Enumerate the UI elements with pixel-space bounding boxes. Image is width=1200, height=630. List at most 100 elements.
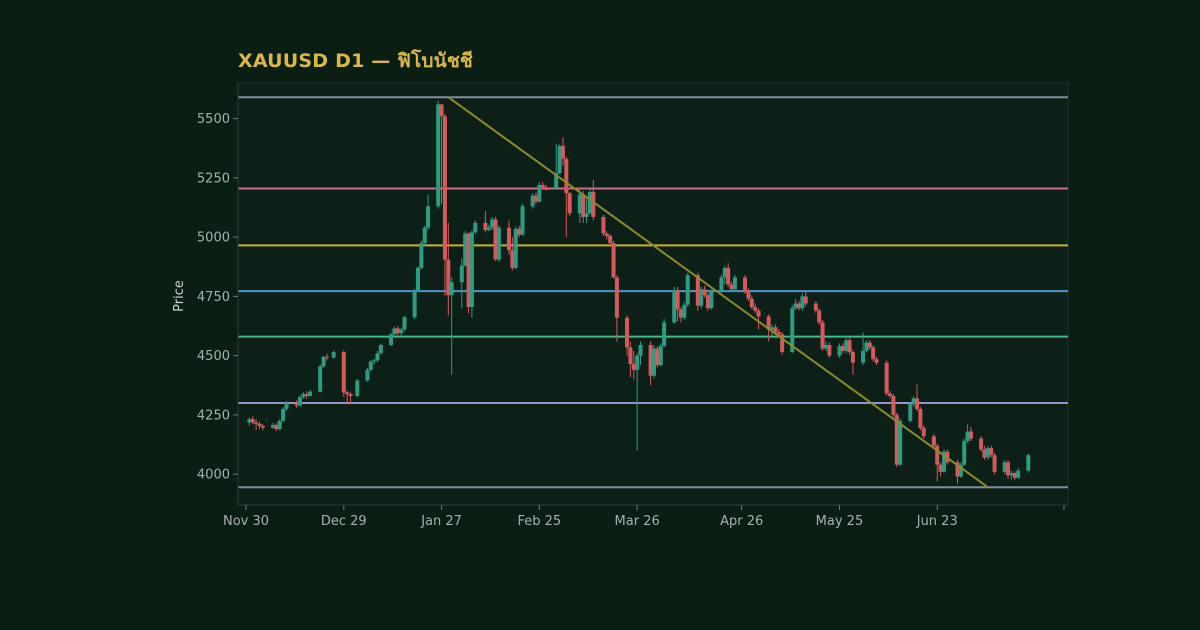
candle-body (628, 347, 633, 364)
candle-body (584, 213, 589, 217)
candle-body (938, 464, 943, 472)
chart-title: XAUUSD D1 — ฟิโบนัชชี (238, 50, 474, 72)
candle-body (567, 193, 572, 214)
candle (662, 318, 667, 348)
candle-body (894, 414, 899, 465)
candle-body (743, 277, 748, 292)
candle (459, 258, 464, 309)
candle (247, 417, 252, 426)
candle-body (415, 267, 420, 291)
candle (294, 400, 299, 408)
candle-body (274, 424, 279, 430)
candle-body (941, 451, 946, 472)
candle-body (648, 344, 653, 376)
candle (638, 341, 643, 366)
x-tick-label: Jan 27 (420, 514, 462, 529)
candle-body (254, 422, 259, 424)
candle-body (375, 353, 380, 361)
candle-body (554, 173, 559, 189)
candle (884, 360, 889, 396)
candle (915, 384, 920, 412)
candle (604, 231, 609, 240)
candle (722, 265, 727, 285)
candle (705, 292, 710, 311)
candle (540, 182, 545, 190)
candle-body (847, 340, 852, 353)
candle (793, 298, 798, 311)
candle-body (979, 438, 984, 450)
candle (635, 353, 640, 451)
candle (533, 192, 538, 204)
candle-body (368, 361, 373, 370)
candle-body (341, 352, 346, 393)
candle-body (294, 402, 299, 406)
candle-body (608, 235, 613, 244)
candle-body (631, 363, 636, 370)
x-tick-label: Nov 30 (223, 514, 269, 529)
y-tick-label: 4000 (197, 468, 230, 483)
candle (756, 308, 761, 330)
candle (442, 113, 447, 297)
candle (746, 288, 751, 302)
candle-body (281, 408, 286, 421)
candle (483, 211, 488, 233)
candle-body (601, 216, 606, 234)
candle (473, 220, 478, 235)
candle-body (581, 194, 586, 217)
candle (675, 286, 680, 322)
candle (520, 203, 525, 236)
candle (800, 293, 805, 311)
candle (652, 344, 656, 379)
candle-body (884, 362, 889, 394)
candle (469, 229, 474, 318)
x-tick-label: Mar 26 (615, 514, 660, 529)
candle (682, 302, 687, 321)
candle-body (442, 116, 447, 260)
candle-body (469, 232, 474, 308)
candle (672, 286, 677, 324)
candle-body (908, 404, 913, 421)
candle-body (348, 394, 353, 396)
candle (392, 326, 397, 337)
candle (1002, 459, 1007, 475)
candle (277, 419, 282, 431)
candle (493, 216, 498, 261)
candle (564, 156, 569, 238)
candle-body (284, 402, 289, 409)
candle (507, 220, 512, 255)
candles (247, 100, 1031, 484)
candle (318, 364, 323, 393)
candle (530, 193, 535, 209)
candle (844, 337, 849, 354)
candle-body (308, 391, 313, 396)
candle-body (530, 195, 535, 207)
candle (1006, 459, 1011, 479)
candle-body (277, 420, 282, 430)
candle-body (439, 104, 444, 117)
candle (466, 232, 471, 313)
candle (1012, 471, 1017, 481)
candle-body (321, 356, 326, 367)
candle-body (517, 228, 522, 235)
candle (992, 452, 997, 475)
candle (931, 433, 936, 449)
candle-body (813, 303, 818, 311)
candle (732, 274, 737, 292)
candle-body (796, 303, 801, 309)
candle-body (982, 449, 987, 458)
candle-body (823, 344, 828, 349)
candle (577, 189, 582, 223)
candle-body (355, 380, 360, 396)
candle (898, 418, 903, 466)
candle (496, 225, 501, 262)
x-tick-label: Apr 26 (720, 514, 763, 529)
candle (324, 353, 329, 361)
candle-body (678, 309, 683, 318)
candle (281, 407, 286, 423)
candle (625, 315, 630, 356)
candle (820, 320, 825, 351)
candle (402, 315, 407, 331)
candle-body (473, 222, 478, 233)
candle-body (463, 233, 468, 266)
